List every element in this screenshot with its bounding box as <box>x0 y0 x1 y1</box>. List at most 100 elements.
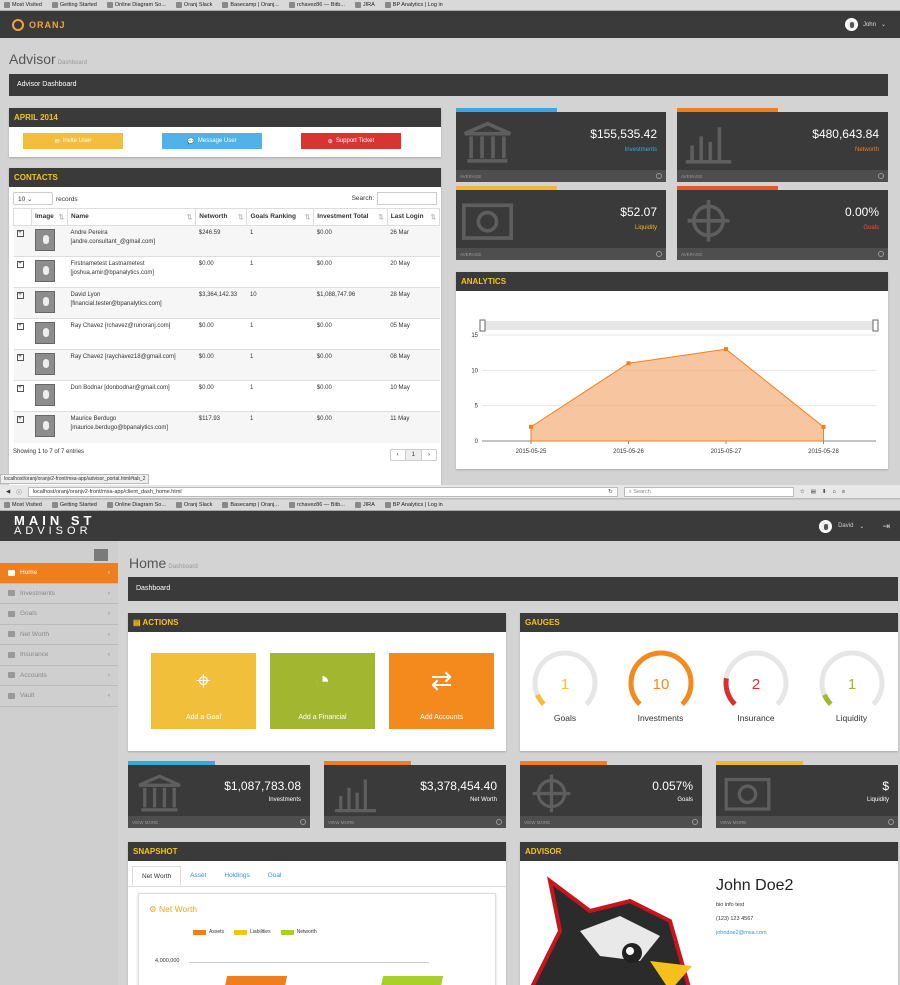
mainst-logo[interactable]: MAIN ST ADVISOR <box>14 513 96 537</box>
home-icon[interactable]: ⌂ <box>832 488 836 495</box>
stat-card-investments[interactable]: $1,087,783.08 Investments VIEW MORE <box>128 761 310 828</box>
bookmark-item[interactable]: BP Analytics | Log in <box>384 2 443 8</box>
oranj-logo[interactable]: ORANJ <box>12 18 66 31</box>
sidebar-toggle[interactable] <box>94 549 108 561</box>
bookmark-item[interactable]: JIRA <box>354 2 375 8</box>
download-icon[interactable]: ⬇ <box>821 488 827 495</box>
browser-search-input[interactable]: ⌕ Search <box>623 486 794 497</box>
bookmark-item[interactable]: BP Analytics | Log in <box>384 502 443 508</box>
column-header[interactable]: Investment Total ⇅ <box>313 208 388 226</box>
stat-footer[interactable]: AVERAGE <box>677 170 888 182</box>
tab-asset[interactable]: Asset <box>190 872 207 879</box>
expand-row-icon[interactable]: + <box>16 230 24 237</box>
sidebar-item-accounts[interactable]: Accounts ‹ <box>0 666 118 686</box>
cell-investment: $0.00 <box>313 256 388 288</box>
bookmark-item[interactable]: rchavez86 — Bitb... <box>288 502 345 508</box>
stat-footer[interactable]: AVERAGE <box>677 248 888 260</box>
stat-card-goals[interactable]: 0.057% Goals VIEW MORE <box>520 761 702 828</box>
user-menu[interactable]: John ⌄ <box>844 18 886 31</box>
sidebar-item-goals[interactable]: Goals ‹ <box>0 604 118 625</box>
sidebar-item-home[interactable]: Home ‹ <box>0 563 118 584</box>
tab-net-worth[interactable]: Net Worth <box>132 866 182 886</box>
table-row[interactable]: + Ray Chavez [rchavez@runoranj.com] $0.00 1… <box>13 318 440 350</box>
gauge-track <box>819 650 884 706</box>
bookmark-item[interactable]: rchavez86 — Bitb... <box>288 2 345 8</box>
expand-row-icon[interactable]: + <box>16 354 24 361</box>
column-header[interactable]: Networth ⇅ <box>195 208 248 226</box>
stat-card-net-worth[interactable]: $3,378,454.40 Net Worth VIEW MORE <box>324 761 506 828</box>
bookmark-item[interactable]: Oranj Slack <box>175 502 212 508</box>
expand-row-icon[interactable]: + <box>16 292 24 299</box>
table-row[interactable]: + Andre Pereira [andre.consultant_@gmail.c… <box>13 225 440 257</box>
prev-page-button[interactable]: ‹ <box>391 449 406 460</box>
menu-icon[interactable]: ≡ <box>841 488 846 495</box>
sidebar-item-insurance[interactable]: Insurance ‹ <box>0 645 118 666</box>
stat-card-networth[interactable]: $480,643.84 Networth AVERAGE <box>677 108 888 182</box>
legend-item[interactable]: Assets <box>193 929 224 935</box>
next-page-button[interactable]: › <box>428 451 430 458</box>
support-ticket-button[interactable]: ⊛ Support Ticket <box>301 133 401 149</box>
reload-icon[interactable]: ↻ <box>608 488 613 495</box>
tab-holdings[interactable]: Holdings <box>224 872 250 879</box>
table-row[interactable]: + Ray Chavez [raychavez18@gmail.com] $0.00… <box>13 349 440 381</box>
stat-card-liquidity[interactable]: $52.07 Liquidity AVERAGE <box>456 186 666 260</box>
column-header[interactable]: Last Login ⇅ <box>386 208 441 226</box>
column-header[interactable]: Goals Ranking ⇅ <box>246 208 315 226</box>
bookmark-item[interactable]: Online Diagram So... <box>106 2 166 8</box>
bookmark-item[interactable]: Basecamp | Oranj... <box>222 502 279 508</box>
message-user-button[interactable]: 💬 Message User <box>162 133 262 149</box>
logout-icon[interactable]: ⇥ <box>882 520 890 531</box>
stat-footer[interactable]: AVERAGE <box>456 170 666 182</box>
url-input[interactable]: localhost/oranj/oranjv2-front/msa-app/cl… <box>27 486 618 497</box>
bookmark-star-icon[interactable]: ☆ <box>799 488 805 495</box>
stat-card-liquidity[interactable]: $ Liquidity VIEW MORE <box>716 761 898 828</box>
cell-investment: $0.00 <box>313 380 388 412</box>
tab-goal[interactable]: Goal <box>267 872 282 879</box>
column-header[interactable]: Image ⇅ <box>30 208 69 226</box>
month-panel: APRIL 2014 ✉ Invite User 💬 Message User ⊛ S… <box>9 108 441 157</box>
legend-item[interactable]: Liabilities <box>234 929 271 935</box>
bookmark-item[interactable]: Basecamp | Oranj... <box>222 2 279 8</box>
table-row[interactable]: + Maurice Berdugo [maurice.berdugo@bpanaly… <box>13 411 440 443</box>
action-tile-add-a-goal[interactable]: ⌖ Add a Goal <box>151 653 256 729</box>
stat-footer[interactable]: VIEW MORE <box>128 816 310 828</box>
bookmark-item[interactable]: Getting Started <box>51 2 97 8</box>
stat-card-investments[interactable]: $155,535.42 Investments AVERAGE <box>456 108 666 182</box>
page-size-select[interactable]: 10 ⌄ <box>13 192 53 205</box>
search-input[interactable] <box>377 192 437 205</box>
stat-card-goals[interactable]: 0.00% Goals AVERAGE <box>677 186 888 260</box>
action-tile-add-accounts[interactable]: ⇄ Add Accounts <box>389 653 494 729</box>
bookmark-item[interactable]: Most Visited <box>4 2 42 8</box>
crosshair-icon <box>681 198 736 246</box>
table-row[interactable]: + David Lyon [financial.tester@bpanalytics… <box>13 287 440 319</box>
bookmark-item[interactable]: Oranj Slack <box>175 2 212 8</box>
legend-item[interactable]: Networth <box>280 929 317 935</box>
stat-footer[interactable]: VIEW MORE <box>324 816 506 828</box>
bookmark-item[interactable]: Online Diagram So... <box>106 502 166 508</box>
favicon-icon <box>51 2 58 8</box>
expand-row-icon[interactable]: + <box>16 416 24 423</box>
table-row[interactable]: + Firstnametest Lastnametest [joshua.amir@… <box>13 256 440 288</box>
stat-footer[interactable]: AVERAGE <box>456 248 666 260</box>
expand-row-icon[interactable]: + <box>16 385 24 392</box>
sidebar-item-investments[interactable]: Investments ‹ <box>0 584 118 604</box>
bookmark-item[interactable]: JIRA <box>354 502 375 508</box>
column-header[interactable]: Name ⇅ <box>67 208 197 226</box>
back-icon[interactable]: ◀ <box>6 488 11 495</box>
invite-user-button[interactable]: ✉ Invite User <box>23 133 123 149</box>
page-1-button[interactable]: 1 <box>405 449 422 460</box>
bookmark-item[interactable]: Getting Started <box>51 502 97 508</box>
sidebar-item-vault[interactable]: Vault ‹ <box>0 686 118 707</box>
sidebar-item-net-worth[interactable]: Net Worth ‹ <box>0 625 118 645</box>
sidebar-icon <box>8 672 15 679</box>
expand-row-icon[interactable]: + <box>16 323 24 330</box>
expand-row-icon[interactable]: + <box>16 261 24 268</box>
advisor-email[interactable]: johndoe2@msa.com <box>716 930 767 936</box>
stat-footer[interactable]: VIEW MORE <box>520 816 702 828</box>
client-user-menu[interactable]: David ⌄ ⇥ <box>819 519 890 533</box>
action-tile-add-a-financial[interactable]: ◔ Add a Financial <box>270 653 375 729</box>
stat-footer[interactable]: VIEW MORE <box>716 816 898 828</box>
table-row[interactable]: + Don Bodnar [donbodnar@gmail.com] $0.00 1 $… <box>13 380 440 412</box>
bookmark-item[interactable]: Most Visited <box>4 502 42 508</box>
clipboard-icon[interactable]: ▤ <box>810 488 816 495</box>
